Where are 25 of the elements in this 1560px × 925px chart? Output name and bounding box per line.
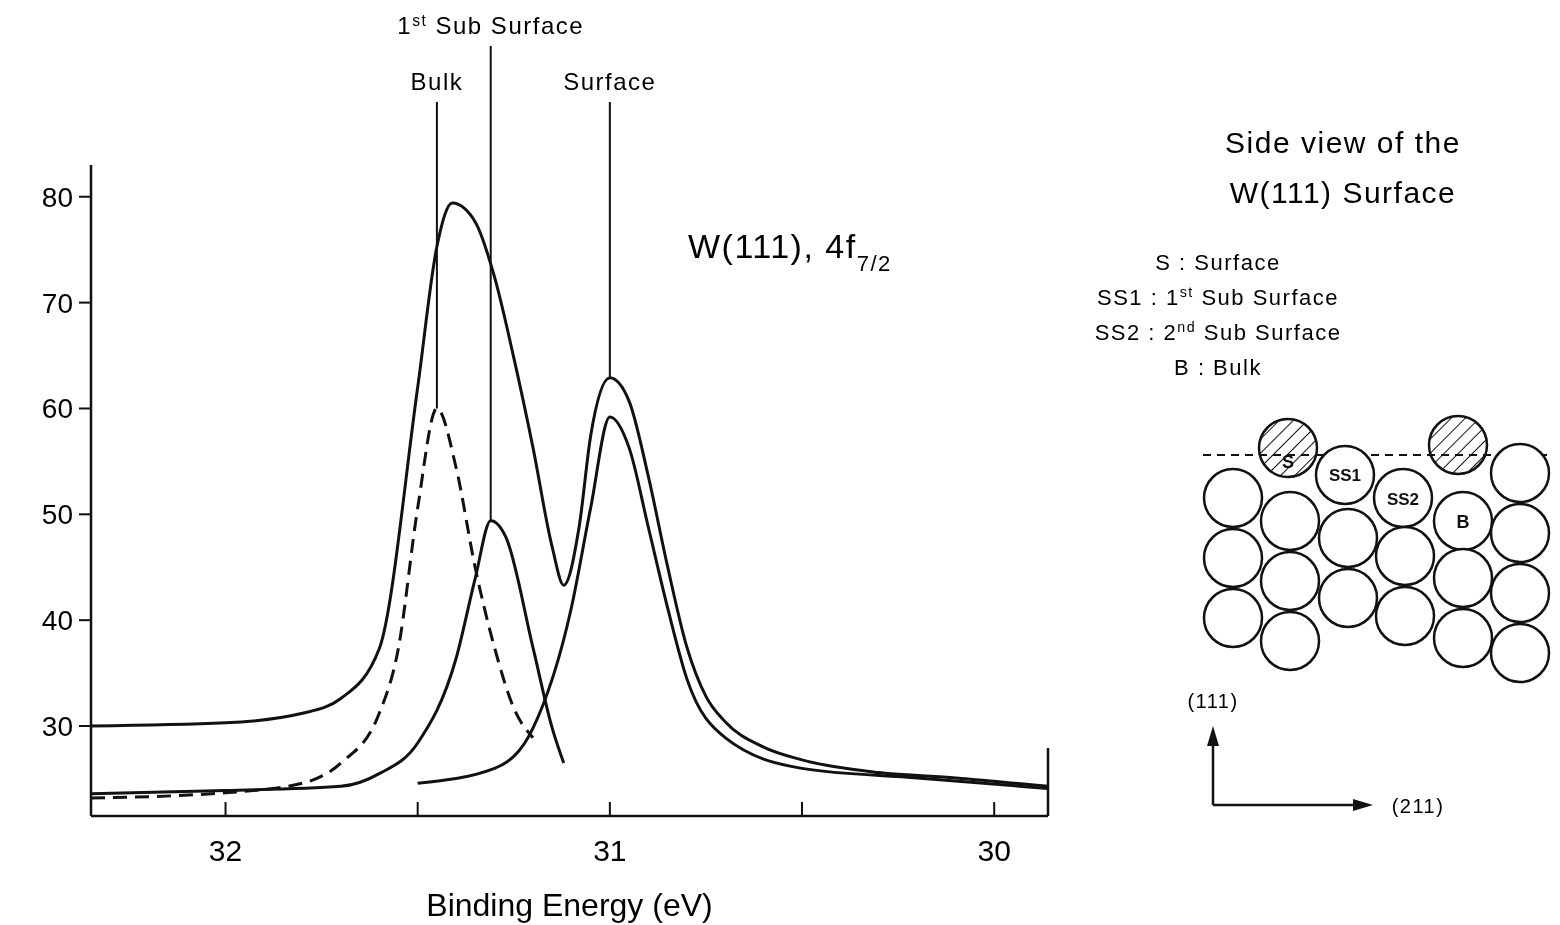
text: B : Bulk [1174, 355, 1262, 380]
annotation: Surface [563, 68, 657, 95]
text: W(111) Surface [1229, 176, 1457, 209]
text: SS1 [1328, 466, 1362, 485]
y-tick-label: 60 [41, 393, 73, 425]
text: SS2 : 2$^{nd}$ Sub Surface [1094, 319, 1342, 345]
y-tick-label: 30 [41, 711, 73, 743]
text: SS2 [1386, 490, 1420, 509]
x-tick-label: 32 [208, 834, 243, 867]
x-tick-label: 31 [593, 834, 627, 867]
annotation: Bulk [410, 68, 464, 95]
y-tick-label: 70 [41, 287, 73, 319]
y-tick-label: 40 [41, 605, 73, 637]
annotation: W(111), 4f$_{7/2}$ [688, 227, 892, 276]
text: (111) [1187, 690, 1239, 712]
y-tick-label: 80 [41, 181, 73, 213]
text: S : Surface [1155, 250, 1281, 275]
x-axis-title: Binding Energy (eV) [426, 887, 713, 923]
annotation: 1$^{st}$ Sub Surface [397, 11, 585, 39]
text: SS1 : 1$^{st}$ Sub Surface [1097, 284, 1339, 310]
text: B [1456, 512, 1470, 532]
y-tick-label: 50 [41, 499, 73, 531]
text: Side view of the [1225, 126, 1461, 159]
x-tick-label: 30 [977, 834, 1011, 867]
text: (211) [1391, 795, 1445, 817]
